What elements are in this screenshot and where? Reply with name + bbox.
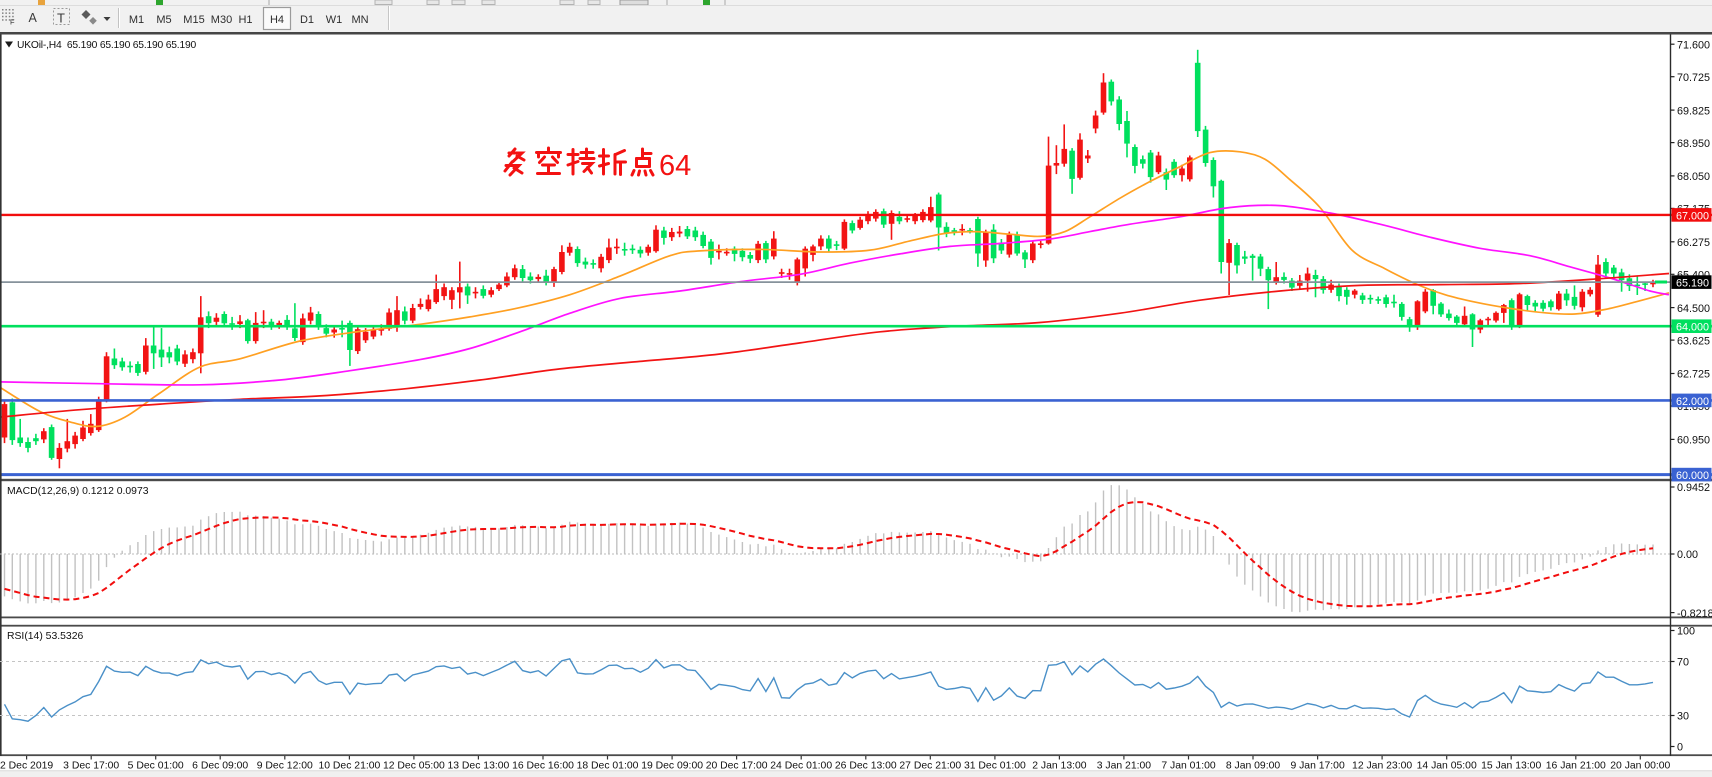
svg-text:100: 100 xyxy=(1677,626,1695,638)
svg-text:15 Jan 13:00: 15 Jan 13:00 xyxy=(1481,761,1541,772)
svg-text:13 Dec 13:00: 13 Dec 13:00 xyxy=(447,761,509,772)
svg-text:69.825: 69.825 xyxy=(1677,105,1710,117)
svg-text:64: 64 xyxy=(659,150,691,182)
svg-text:2 Jan 13:00: 2 Jan 13:00 xyxy=(1032,761,1087,772)
svg-text:7 Jan 01:00: 7 Jan 01:00 xyxy=(1161,761,1216,772)
svg-text:F: F xyxy=(10,18,15,27)
svg-text:MN: MN xyxy=(351,14,368,26)
svg-text:60.950: 60.950 xyxy=(1677,435,1710,447)
svg-text:A: A xyxy=(29,11,38,25)
svg-text:5 Dec 01:00: 5 Dec 01:00 xyxy=(128,761,184,772)
svg-text:62.000: 62.000 xyxy=(1676,396,1709,408)
svg-text:20 Dec 17:00: 20 Dec 17:00 xyxy=(706,761,768,772)
svg-text:9 Dec 12:00: 9 Dec 12:00 xyxy=(257,761,313,772)
svg-text:D1: D1 xyxy=(300,14,314,26)
svg-text:18 Dec 01:00: 18 Dec 01:00 xyxy=(577,761,639,772)
svg-text:70.725: 70.725 xyxy=(1677,72,1710,84)
svg-text:10 Dec 21:00: 10 Dec 21:00 xyxy=(318,761,380,772)
svg-text:12 Jan 23:00: 12 Jan 23:00 xyxy=(1352,761,1412,772)
svg-text:26 Dec 13:00: 26 Dec 13:00 xyxy=(835,761,897,772)
svg-text:30: 30 xyxy=(1677,711,1689,723)
svg-text:RSI(14) 53.5326: RSI(14) 53.5326 xyxy=(7,631,83,642)
svg-text:W1: W1 xyxy=(326,14,343,26)
svg-text:68.950: 68.950 xyxy=(1677,138,1710,150)
svg-text:0.9452: 0.9452 xyxy=(1677,482,1710,494)
svg-text:63.625: 63.625 xyxy=(1677,335,1710,347)
svg-text:H1: H1 xyxy=(238,14,252,26)
svg-text:6 Dec 09:00: 6 Dec 09:00 xyxy=(192,761,248,772)
svg-text:UKOil-,H4 65.190 65.190 65.19: UKOil-,H4 65.190 65.190 65.190 65.190 xyxy=(17,40,196,51)
svg-text:62.725: 62.725 xyxy=(1677,369,1710,381)
svg-text:12 Dec 05:00: 12 Dec 05:00 xyxy=(383,761,445,772)
svg-text:27 Dec 21:00: 27 Dec 21:00 xyxy=(899,761,961,772)
svg-text:0.00: 0.00 xyxy=(1677,549,1698,561)
svg-text:16 Jan 21:00: 16 Jan 21:00 xyxy=(1546,761,1606,772)
svg-text:70: 70 xyxy=(1677,657,1689,669)
svg-text:31 Dec 01:00: 31 Dec 01:00 xyxy=(964,761,1026,772)
svg-text:H4: H4 xyxy=(270,14,284,26)
svg-text:66.275: 66.275 xyxy=(1677,237,1710,249)
svg-text:60.000: 60.000 xyxy=(1676,470,1709,482)
svg-text:24 Dec 01:00: 24 Dec 01:00 xyxy=(770,761,832,772)
svg-text:MACD(12,26,9) 0.1212 0.0973: MACD(12,26,9) 0.1212 0.0973 xyxy=(7,486,149,497)
svg-text:M30: M30 xyxy=(211,14,232,26)
svg-text:67.000: 67.000 xyxy=(1676,210,1709,222)
svg-text:64.000: 64.000 xyxy=(1676,322,1709,334)
svg-text:8 Jan 09:00: 8 Jan 09:00 xyxy=(1226,761,1281,772)
svg-text:M5: M5 xyxy=(156,14,171,26)
svg-text:T: T xyxy=(57,11,65,26)
svg-text:64.500: 64.500 xyxy=(1677,303,1710,315)
svg-text:3 Jan 21:00: 3 Jan 21:00 xyxy=(1097,761,1152,772)
svg-text:71.600: 71.600 xyxy=(1677,39,1710,51)
svg-text:2 Dec 2019: 2 Dec 2019 xyxy=(0,761,53,772)
svg-text:65.190: 65.190 xyxy=(1676,278,1709,290)
svg-text:0: 0 xyxy=(1677,742,1683,754)
svg-text:M1: M1 xyxy=(129,14,144,26)
svg-text:16 Dec 16:00: 16 Dec 16:00 xyxy=(512,761,574,772)
svg-text:M15: M15 xyxy=(183,14,204,26)
svg-text:9 Jan 17:00: 9 Jan 17:00 xyxy=(1290,761,1345,772)
svg-text:19 Dec 09:00: 19 Dec 09:00 xyxy=(641,761,703,772)
svg-text:68.050: 68.050 xyxy=(1677,171,1710,183)
svg-text:14 Jan 05:00: 14 Jan 05:00 xyxy=(1417,761,1477,772)
svg-text:3 Dec 17:00: 3 Dec 17:00 xyxy=(63,761,119,772)
svg-text:-0.8218: -0.8218 xyxy=(1677,608,1712,620)
svg-text:20 Jan 00:00: 20 Jan 00:00 xyxy=(1610,761,1670,772)
